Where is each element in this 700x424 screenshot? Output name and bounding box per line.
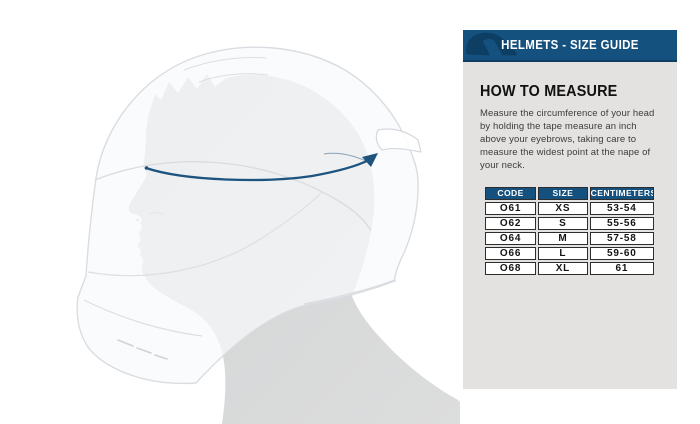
size-guide-panel: HELMETS - SIZE GUIDE HOW TO MEASURE Meas… <box>463 30 677 389</box>
size-table-cell: O61 <box>485 202 537 215</box>
size-table-column-header: SIZE <box>538 187 588 200</box>
table-row: O66 L 59-60 <box>485 247 654 260</box>
size-table-cell: L <box>538 247 588 260</box>
size-table-cell: O62 <box>485 217 537 230</box>
size-table-cell: XL <box>538 262 588 275</box>
size-table-body: O61 XS 53-54 O62 S 55-56 O64 M 57-58 O66 L 59-60 O68… <box>485 202 654 275</box>
top-vent-lines <box>183 56 269 83</box>
helmet-measure-illustration <box>76 46 460 424</box>
measure-line-return-arc <box>323 152 367 162</box>
measure-line-arrowhead <box>362 153 378 167</box>
chin-guard-edge <box>83 299 203 337</box>
chin-vent-slits <box>117 339 168 360</box>
size-table-cell: M <box>538 232 588 245</box>
size-guide-header-bar: HELMETS - SIZE GUIDE <box>463 30 677 62</box>
size-table-column-header: CENTIMETERS <box>589 187 654 200</box>
size-table-cell: 55-56 <box>589 217 654 230</box>
acerbis-logo-icon <box>466 32 517 56</box>
measure-line-start-dot <box>144 166 149 170</box>
size-table-cell: O64 <box>485 232 537 245</box>
size-table-cell: O68 <box>485 262 537 275</box>
size-table-header-row: CODE SIZE CENTIMETERS <box>485 187 654 200</box>
helmet-spoiler <box>375 128 422 153</box>
size-table-cell: 53-54 <box>589 202 654 215</box>
size-table-cell: S <box>538 217 588 230</box>
size-table-cell: 61 <box>589 262 654 275</box>
size-table-cell: O66 <box>485 247 537 260</box>
size-guide-content: HOW TO MEASURE Measure the circumference… <box>463 83 677 277</box>
how-to-measure-text: Measure the circumference of your head b… <box>480 108 655 171</box>
table-row: O64 M 57-58 <box>485 232 654 245</box>
measure-line <box>144 158 371 182</box>
table-row: O61 XS 53-54 <box>485 202 654 215</box>
size-guide-title: HELMETS - SIZE GUIDE <box>501 38 639 52</box>
size-table-cell: XS <box>538 202 588 215</box>
size-table-cell: 59-60 <box>589 247 654 260</box>
size-table: CODE SIZE CENTIMETERS O61 XS 53-54 O62 S 55-56 O… <box>483 185 656 277</box>
visor-bottom-edge <box>87 191 323 277</box>
table-row: O62 S 55-56 <box>485 217 654 230</box>
helmet-shell <box>76 46 419 385</box>
size-table-cell: 57-58 <box>589 232 654 245</box>
how-to-measure-title: HOW TO MEASURE <box>480 83 618 100</box>
size-table-column-header: CODE <box>485 187 537 200</box>
table-row: O68 XL 61 <box>485 262 654 275</box>
helmet-rear-bottom-edge <box>303 279 396 305</box>
